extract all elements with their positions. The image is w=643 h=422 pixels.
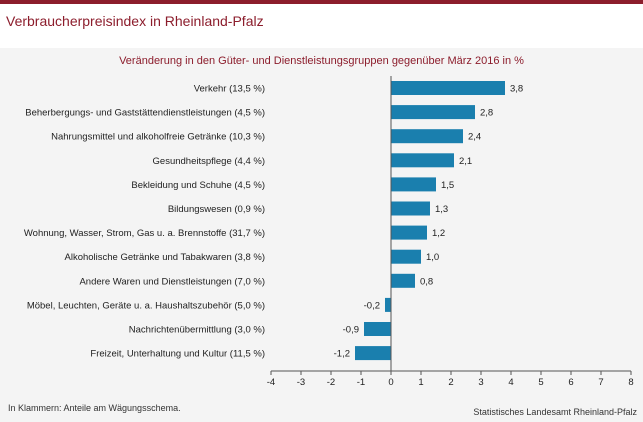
category-label: Andere Waren und Dienstleistungen (7,0 %… (79, 276, 265, 287)
x-tick-label: -2 (327, 377, 335, 388)
value-label: -0,9 (343, 325, 359, 336)
bar-10 (364, 322, 391, 336)
category-label: Freizeit, Unterhaltung und Kultur (11,5 … (90, 349, 265, 360)
bar-5 (391, 201, 430, 216)
bar-6 (391, 225, 427, 240)
value-label: 3,8 (510, 84, 523, 95)
x-tick-label: -3 (297, 377, 305, 388)
labels-layer: Verkehr (13,5 %) 3,8 Beherbergungs- und Ga… (24, 84, 523, 360)
footnote: In Klammern: Anteile am Wägungsschema. (8, 403, 181, 413)
x-axis: -4 -3 -2 -1 0 1 2 3 4 5 6 7 8 (267, 76, 634, 388)
category-label: Möbel, Leuchten, Geräte u. a. Haushaltsz… (27, 300, 265, 311)
chart-panel (0, 48, 643, 422)
x-tick-label: 3 (478, 377, 483, 388)
value-label: 1,2 (432, 228, 445, 239)
bar-2 (391, 129, 463, 144)
value-label: -1,2 (334, 349, 350, 360)
value-label: 1,0 (426, 252, 439, 263)
category-label: Bekleidung und Schuhe (4,5 %) (131, 180, 265, 191)
value-label: 2,4 (468, 132, 481, 143)
category-label: Alkoholische Getränke und Tabakwaren (3,… (65, 252, 266, 263)
source-credit: Statistisches Landesamt Rheinland-Pfalz (473, 407, 637, 417)
x-tick-label: 6 (568, 377, 573, 388)
bar-11 (355, 346, 391, 361)
category-label: Verkehr (13,5 %) (194, 84, 265, 95)
bar-4 (391, 177, 436, 192)
bar-8 (391, 273, 415, 288)
value-label: 2,8 (480, 108, 493, 119)
x-tick-label: 7 (598, 377, 603, 388)
bars-layer (355, 81, 505, 361)
bar-3 (391, 153, 454, 168)
value-label: -0,2 (364, 300, 380, 311)
x-tick-label: 8 (628, 377, 633, 388)
category-label: Wohnung, Wasser, Strom, Gas u. a. Brenns… (24, 228, 265, 239)
x-tick-label: 1 (418, 377, 423, 388)
value-label: 0,8 (420, 276, 433, 287)
category-label: Beherbergungs- und Gaststättendienstleis… (25, 108, 265, 119)
x-tick-label: 2 (448, 377, 453, 388)
x-tick-label: 5 (538, 377, 543, 388)
bar-0 (391, 81, 505, 95)
value-label: 2,1 (459, 156, 472, 167)
category-label: Bildungswesen (0,9 %) (168, 204, 265, 215)
x-tick-label: -4 (267, 377, 275, 388)
title-accent-bar (0, 0, 643, 4)
page-title: Verbraucherpreisindex in Rheinland-Pfalz (6, 13, 264, 29)
bar-7 (391, 249, 421, 264)
x-tick-label: 0 (388, 377, 393, 388)
category-label: Gesundheitspflege (4,4 %) (153, 156, 265, 167)
bar-1 (391, 105, 475, 120)
bar-9 (385, 297, 391, 312)
value-label: 1,3 (435, 204, 448, 215)
category-label: Nahrungsmittel und alkoholfreie Getränke… (51, 132, 265, 143)
category-label: Nachrichtenübermittlung (3,0 %) (129, 325, 265, 336)
x-tick-label: -1 (357, 377, 365, 388)
x-tick-label: 4 (508, 377, 513, 388)
chart-title: Veränderung in den Güter- und Dienstleis… (119, 55, 524, 67)
value-label: 1,5 (441, 180, 454, 191)
